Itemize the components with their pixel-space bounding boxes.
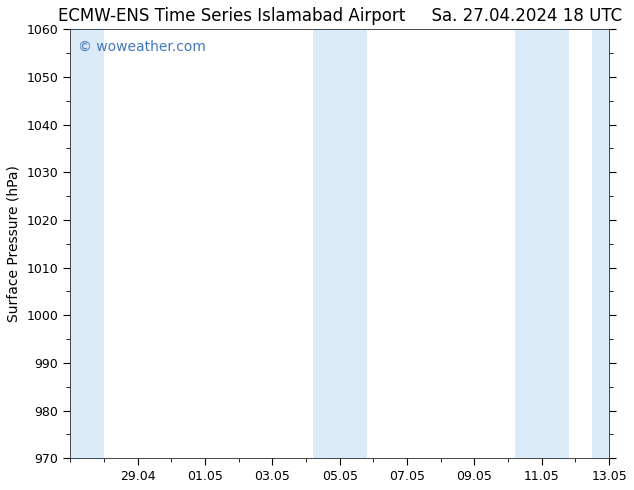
- Bar: [70, 29, 104, 458]
- Text: © woweather.com: © woweather.com: [78, 40, 206, 54]
- Bar: [592, 29, 609, 458]
- Bar: [515, 29, 569, 458]
- Y-axis label: Surface Pressure (hPa): Surface Pressure (hPa): [7, 165, 21, 322]
- Title: ECMW-ENS Time Series Islamabad Airport     Sa. 27.04.2024 18 UTC: ECMW-ENS Time Series Islamabad Airport S…: [58, 7, 622, 25]
- Bar: [313, 29, 366, 458]
